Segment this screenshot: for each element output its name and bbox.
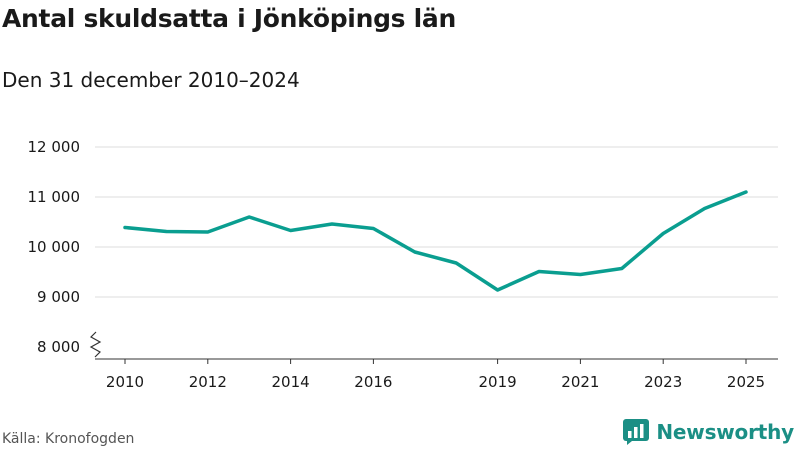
x-tick-label: 2019 [479,373,517,391]
x-tick-label: 2025 [727,373,765,391]
x-tick-label: 2021 [561,373,599,391]
chart-title: Antal skuldsatta i Jönköpings län [2,4,456,33]
tick-labels: 8 000 9 000 10 000 11 000 12 000 2010 2012 2014… [28,138,766,391]
source-note: Källa: Kronofogden [2,431,135,447]
x-tick-label: 2012 [189,373,227,391]
series-line-0 [123,190,748,292]
bar-chart-logo-icon [623,419,650,445]
series-layer [123,190,748,292]
chart-subtitle: Den 31 december 2010–2024 [2,68,300,92]
y-tick-label: 11 000 [28,188,81,206]
y-tick-label: 10 000 [28,238,81,256]
x-tick-label: 2014 [272,373,310,391]
x-tick-label: 2016 [354,373,392,391]
x-axis [89,331,778,364]
y-tick-label: 8 000 [37,338,80,356]
x-tick-label: 2023 [644,373,682,391]
gridlines [95,146,778,298]
brand-logo: Newsworthy [623,419,794,445]
axis-break-icon [89,331,102,358]
x-tick-label: 2010 [106,373,144,391]
y-tick-label: 9 000 [37,288,80,306]
y-tick-label: 12 000 [28,138,81,156]
brand-name: Newsworthy [656,420,794,444]
